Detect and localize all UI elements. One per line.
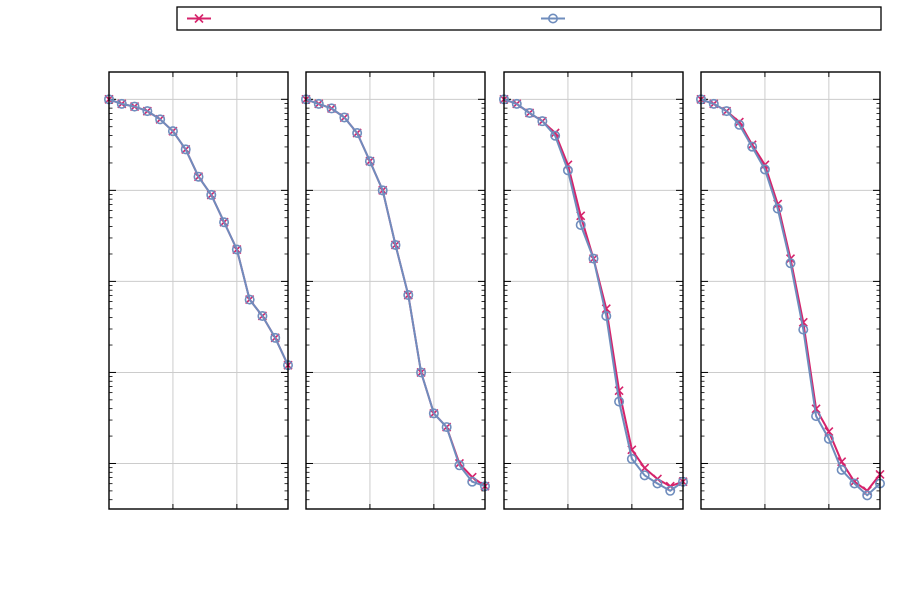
panel-4-series-2-point-4 — [734, 119, 745, 130]
panel-3-series-2-point-7 — [575, 219, 586, 230]
panel-1-series-2-point-8 — [193, 171, 204, 182]
panel-3-series-1-point-5-stroke-b — [550, 128, 560, 138]
panel-4-series-1-point-4 — [734, 117, 744, 127]
legend-entry-series-a — [187, 13, 211, 24]
panel-1-series-2-point-9 — [206, 189, 217, 200]
panel-3-series-1-point-11-stroke-b — [627, 445, 637, 455]
panel-3-series-2-point-4 — [537, 116, 548, 127]
panel-3-series-1-point-10-stroke-b — [614, 386, 624, 396]
panel-1-series-2-point-7 — [180, 144, 191, 155]
panel-4-series-2-line — [700, 98, 881, 497]
panel-3-series-2-point-8 — [588, 253, 599, 264]
panel-4-series-1-point-10-stroke-b — [811, 404, 821, 414]
panel-1-series-2-point-3 — [129, 101, 140, 112]
panel-1-frame — [108, 71, 289, 510]
panel-2-series-2-line — [305, 98, 486, 488]
panel-3-series-2-point-2 — [511, 98, 522, 109]
panel-1-series-2-point-11 — [231, 244, 242, 255]
panel-1-series-1-line — [108, 98, 289, 366]
panel-3-series-2-point-5 — [550, 130, 561, 141]
panel-1-series-2-point-13 — [257, 310, 268, 321]
panel-4-series-1-point-4-stroke-b — [734, 117, 744, 127]
panel-4-series-1-line — [700, 98, 881, 492]
panel-4-series-2-point-10 — [811, 411, 822, 422]
panel-2-series-2-point-4 — [339, 112, 350, 123]
panel-3-series-2-point-12 — [639, 470, 650, 481]
panel-2-series-2-point-12 — [441, 422, 452, 433]
panel-3-series-1-point-9-stroke-b — [601, 304, 611, 314]
panel-2-series-2-point-2 — [313, 98, 324, 109]
panel-3 — [498, 71, 688, 510]
panel-2-series-2-point-5 — [352, 127, 363, 138]
panel-3-series-1-point-7-stroke-b — [576, 211, 586, 221]
panel-1 — [104, 71, 293, 510]
panel-2-series-2-point-9 — [403, 290, 414, 301]
panel-3-series-2-line — [503, 98, 684, 492]
panel-4-series-2-point-6 — [759, 164, 770, 175]
panel-2-series-2-point-3 — [326, 103, 337, 114]
panel-1-series-2-point-5 — [155, 114, 166, 125]
panel-2-series-1-line — [305, 98, 486, 488]
panel-1-series-2-point-2 — [116, 98, 127, 109]
panel-2-frame — [305, 71, 486, 510]
panel-1-series-2-point-10 — [219, 217, 230, 228]
legend-marker-0 — [194, 13, 204, 24]
panel-4-series-2-point-9 — [798, 324, 809, 335]
panel-3-series-2-point-11 — [626, 453, 637, 464]
panel-1-series-2-point-6 — [167, 126, 178, 137]
panel-4-series-2-point-3 — [721, 106, 732, 117]
panel-4-series-2-point-2 — [708, 98, 719, 109]
panel-2-series-2-point-7 — [377, 185, 388, 196]
panel-4-series-2-point-11 — [823, 433, 834, 444]
panel-4-series-2-point-12 — [836, 464, 847, 475]
panel-2-series-2-point-10 — [416, 367, 427, 378]
panel-3-series-1-point-5 — [550, 128, 560, 138]
panel-1-series-2-point-12 — [244, 294, 255, 305]
panel-2-series-2-point-8 — [390, 239, 401, 250]
panel-4-series-1-point-13 — [849, 477, 859, 487]
legend-entry-series-b — [541, 13, 565, 24]
legend — [176, 6, 882, 31]
panel-2 — [300, 71, 490, 510]
panel-4-series-2-point-13 — [849, 478, 860, 489]
panel-3-series-1-line — [503, 98, 684, 488]
panel-2-series-2-point-6 — [364, 156, 375, 167]
panel-4 — [695, 71, 885, 510]
panel-4-series-2-point-5 — [747, 141, 758, 152]
panel-1-series-2-line — [108, 98, 289, 366]
panel-4-frame — [700, 71, 881, 510]
panel-4-series-2-point-8 — [785, 258, 796, 269]
panel-4-series-1-point-10 — [811, 404, 821, 414]
panel-2-series-2-point-14 — [467, 476, 478, 487]
panel-4-series-2-point-14 — [862, 490, 873, 501]
panel-3-series-2-point-13 — [652, 478, 663, 489]
legend-marker-0-stroke-b — [194, 13, 204, 24]
panel-3-series-2-point-14 — [665, 485, 676, 496]
panel-1-series-2-point-14 — [270, 332, 281, 343]
panel-3-frame — [503, 71, 684, 510]
panel-2-series-2-point-11 — [428, 408, 439, 419]
panel-1-series-2-point-4 — [142, 106, 153, 117]
legend-box — [176, 6, 882, 31]
panel-4-series-1-point-9-stroke-b — [798, 317, 808, 327]
panel-4-series-2-point-7 — [772, 203, 783, 214]
legend-marker-1 — [547, 13, 558, 24]
panel-3-series-2-point-3 — [524, 107, 535, 118]
panel-2-series-2-point-13 — [454, 460, 465, 471]
panel-3-series-2-point-9 — [601, 310, 612, 321]
panel-3-series-2-point-10 — [614, 396, 625, 407]
panel-3-series-2-point-6 — [562, 165, 573, 176]
panels — [104, 71, 885, 510]
panel-4-series-1-point-13-stroke-b — [849, 477, 859, 487]
